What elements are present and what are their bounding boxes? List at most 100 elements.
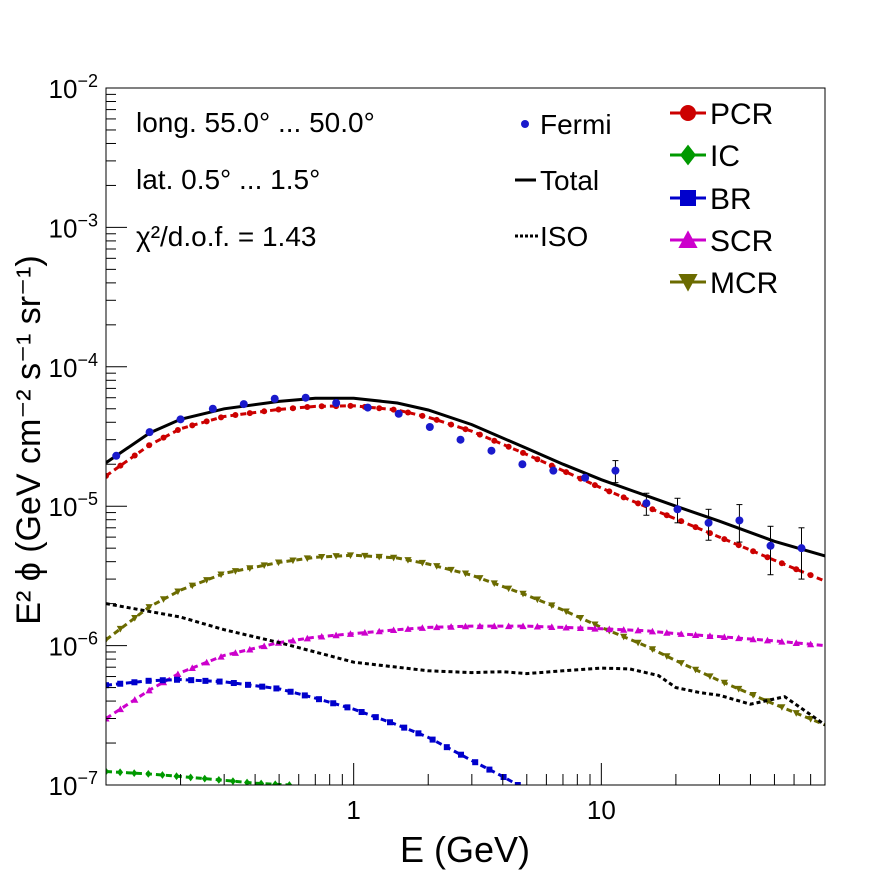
marker-triangle-up [605, 625, 613, 633]
marker-triangle-down [145, 604, 153, 611]
legend-label-mcr: MCR [710, 267, 778, 300]
series-fermi [112, 393, 806, 580]
marker-circle [390, 406, 397, 413]
marker-triangle-up [433, 623, 441, 631]
marker-triangle-down [346, 552, 355, 559]
y-tick-label: 10−7 [49, 768, 98, 801]
marker-circle [218, 414, 225, 421]
marker-triangle-up [591, 624, 599, 632]
marker-circle [189, 422, 196, 429]
marker-triangle-down [159, 596, 168, 603]
marker-circle [106, 472, 109, 479]
legend-label-total: Total [540, 165, 599, 196]
legend-swatch-fermi [521, 120, 529, 128]
fermi-point [518, 460, 527, 469]
marker-triangle-up [188, 664, 196, 671]
marker-diamond [286, 781, 293, 785]
marker-square [245, 681, 252, 688]
marker-square [216, 678, 223, 685]
marker-circle [304, 404, 311, 411]
marker-diamond [159, 771, 166, 779]
fermi-point [208, 404, 217, 413]
y-tick-label: 10−4 [49, 350, 98, 383]
legend-label-pcr: PCR [710, 98, 773, 131]
marker-triangle-down [390, 554, 398, 562]
fermi-point [145, 428, 154, 437]
series-br [106, 676, 521, 785]
marker-triangle-up [217, 653, 225, 660]
marker-triangle-up [375, 627, 383, 635]
marker-square [458, 751, 465, 758]
y-tick-label: 10−5 [49, 489, 98, 522]
series-iso [106, 602, 825, 727]
marker-triangle-up [720, 633, 728, 640]
fermi-point [301, 393, 310, 402]
marker-triangle-down [562, 608, 570, 616]
marker-triangle-down [490, 580, 498, 587]
x-tick-label: 1 [346, 795, 360, 825]
marker-triangle-up [260, 642, 268, 650]
marker-triangle-up [648, 627, 657, 635]
series-total [106, 396, 825, 558]
marker-circle [491, 437, 498, 444]
marker-diamond [680, 144, 696, 166]
marker-circle [721, 536, 728, 543]
marker-circle [505, 443, 512, 450]
marker-square [443, 744, 450, 751]
marker-triangle-up [576, 624, 585, 632]
marker-circle [131, 452, 138, 459]
marker-circle [347, 402, 354, 409]
marker-triangle-down [318, 553, 326, 561]
marker-diamond [145, 769, 152, 778]
marker-triangle-up [246, 645, 254, 653]
series-line-br [106, 678, 519, 785]
series-line-total [106, 396, 825, 558]
marker-circle [160, 434, 167, 441]
marker-diamond [201, 774, 208, 783]
marker-triangle-down [303, 555, 311, 563]
marker-circle [275, 406, 282, 413]
plot-frame [105, 87, 826, 786]
marker-square [117, 680, 124, 687]
marker-diamond [258, 779, 265, 785]
marker-triangle-down [706, 673, 714, 680]
marker-triangle-down [274, 559, 283, 567]
marker-triangle-up [548, 623, 556, 631]
marker-triangle-up [116, 705, 124, 713]
marker-square [259, 683, 266, 690]
marker-circle [534, 456, 541, 463]
marker-circle [146, 442, 153, 449]
marker-triangle-down [677, 660, 685, 667]
fermi-point [766, 541, 775, 550]
y-axis-title: E² ϕ (GeV cm⁻² s⁻¹ sr⁻¹) [10, 255, 48, 624]
fermi-point [394, 409, 403, 418]
marker-circle [476, 431, 483, 438]
marker-triangle-up [346, 630, 355, 637]
marker-triangle-up [303, 634, 311, 642]
series-pcr [106, 402, 825, 583]
marker-triangle-up [203, 658, 211, 666]
marker-circle [778, 560, 785, 567]
marker-triangle-down [476, 575, 484, 582]
marker-triangle-down [131, 615, 139, 622]
legend-label-ic: IC [710, 140, 740, 173]
marker-square [131, 679, 138, 686]
marker-triangle-down [106, 636, 110, 644]
marker-square [387, 719, 394, 726]
marker-circle [735, 542, 742, 549]
y-tick-label: 10−3 [49, 210, 98, 243]
marker-circle [376, 405, 383, 412]
marker-circle [750, 548, 757, 555]
marker-triangle-up [390, 626, 398, 634]
fermi-point [735, 516, 744, 525]
fermi-point [704, 518, 713, 527]
fermi-point [642, 499, 651, 508]
marker-circle [764, 554, 771, 561]
marker-triangle-down [361, 552, 369, 560]
marker-triangle-down [691, 666, 700, 674]
fermi-point [363, 403, 372, 412]
y-tick-label: 10−6 [49, 629, 98, 662]
marker-triangle-up [678, 230, 698, 248]
marker-circle [663, 512, 670, 519]
